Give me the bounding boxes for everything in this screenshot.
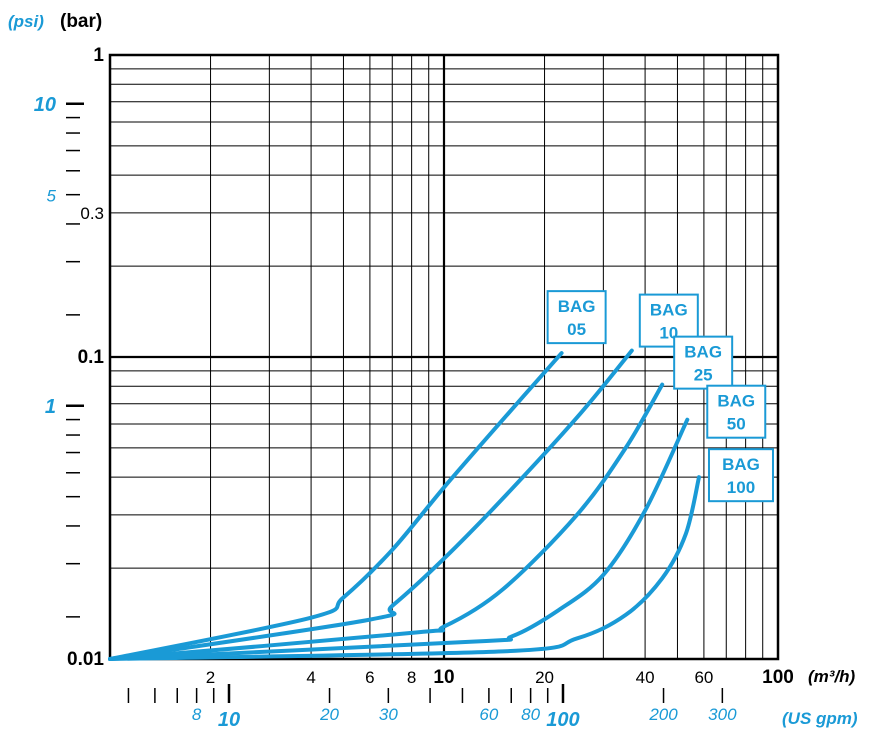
y2-tick-1: 1: [45, 396, 56, 418]
x2-tick-30: 30: [379, 705, 398, 724]
label-text-bag-100-2: 100: [727, 478, 755, 497]
curves: [108, 348, 701, 661]
x-tick-40: 40: [636, 668, 655, 687]
curve-bag-25: [108, 382, 665, 661]
y-axis-unit-bar: (bar): [60, 11, 102, 32]
x2-tick-8: 8: [192, 705, 202, 724]
label-box-bag-50: [706, 384, 767, 439]
curve-bag-05: [108, 351, 564, 661]
curve-bag-100: [108, 475, 701, 661]
x-tick-2: 2: [206, 668, 215, 687]
label-text-bag-25-2: 25: [694, 366, 713, 385]
x2-tick-300: 300: [708, 705, 737, 724]
x2-tick-10: 10: [218, 709, 240, 731]
y-axis-unit-psi: (psi): [8, 12, 44, 31]
x-tick-100: 100: [762, 667, 794, 688]
y-tick-1: 1: [93, 45, 104, 66]
x-tick-6: 6: [365, 668, 374, 687]
y-tick-0.1: 0.1: [78, 347, 105, 368]
label-text-bag-100-1: BAG: [722, 455, 760, 474]
curve-bag-10: [108, 348, 634, 661]
label-box-bag-05: [546, 290, 607, 345]
label-text-bag-25-1: BAG: [684, 343, 722, 362]
plot-frame: [108, 53, 780, 661]
y-tick-0.01: 0.01: [67, 649, 104, 670]
x-tick-8: 8: [407, 668, 416, 687]
label-text-bag-05-2: 05: [567, 320, 586, 339]
x-axis-unit-m3h: (m³/h): [808, 667, 856, 686]
label-box-bag-25: [673, 335, 734, 390]
label-box-bag-100: [707, 448, 774, 503]
x-tick-10: 10: [433, 667, 454, 688]
y-tick-0.3: 0.3: [80, 204, 104, 223]
curve-bag-50: [108, 417, 690, 661]
x2-tick-20: 20: [319, 705, 339, 724]
label-text-bag-50-1: BAG: [717, 392, 755, 411]
y2-tick-5: 5: [47, 187, 57, 206]
x2-tick-100: 100: [546, 709, 579, 731]
label-text-bag-10-1: BAG: [650, 301, 688, 320]
x-tick-60: 60: [694, 668, 713, 687]
label-text-bag-50-2: 50: [727, 415, 746, 434]
x2-tick-200: 200: [648, 705, 678, 724]
x-axis-unit-usgpm: (US gpm): [782, 709, 858, 728]
y2-tick-10: 10: [34, 94, 56, 116]
x2-tick-80: 80: [521, 705, 540, 724]
x-tick-20: 20: [535, 668, 554, 687]
x2-tick-60: 60: [479, 705, 498, 724]
tick-labels: 2 4 6 8 10 20 40 60 100 8 10 20 30 60 80 100 200 300 1 0.3 0…: [34, 45, 794, 731]
x-tick-4: 4: [306, 668, 315, 687]
label-text-bag-05-1: BAG: [558, 297, 596, 316]
